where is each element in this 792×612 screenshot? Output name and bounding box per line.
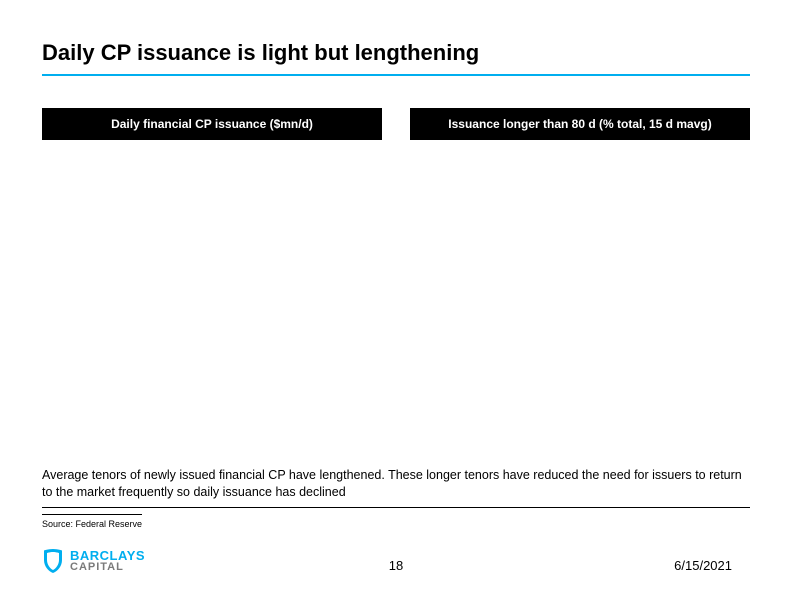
body-text: Average tenors of newly issued financial… <box>42 467 750 501</box>
body-underline <box>42 507 750 508</box>
slide: Daily CP issuance is light but lengtheni… <box>0 0 792 612</box>
chart-header-right: Issuance longer than 80 d (% total, 15 d… <box>410 108 750 140</box>
source-text: Source: Federal Reserve <box>42 519 142 529</box>
source-rule <box>42 514 142 515</box>
chart-header-left-label: Daily financial CP issuance ($mn/d) <box>111 117 313 131</box>
title-underline <box>42 74 750 76</box>
title-block: Daily CP issuance is light but lengtheni… <box>42 40 750 76</box>
chart-header-left: Daily financial CP issuance ($mn/d) <box>42 108 382 140</box>
date-text: 6/15/2021 <box>674 558 732 573</box>
chart-header-right-label: Issuance longer than 80 d (% total, 15 d… <box>448 117 711 131</box>
page-title: Daily CP issuance is light but lengtheni… <box>42 40 750 72</box>
source-block: Source: Federal Reserve <box>42 514 142 529</box>
